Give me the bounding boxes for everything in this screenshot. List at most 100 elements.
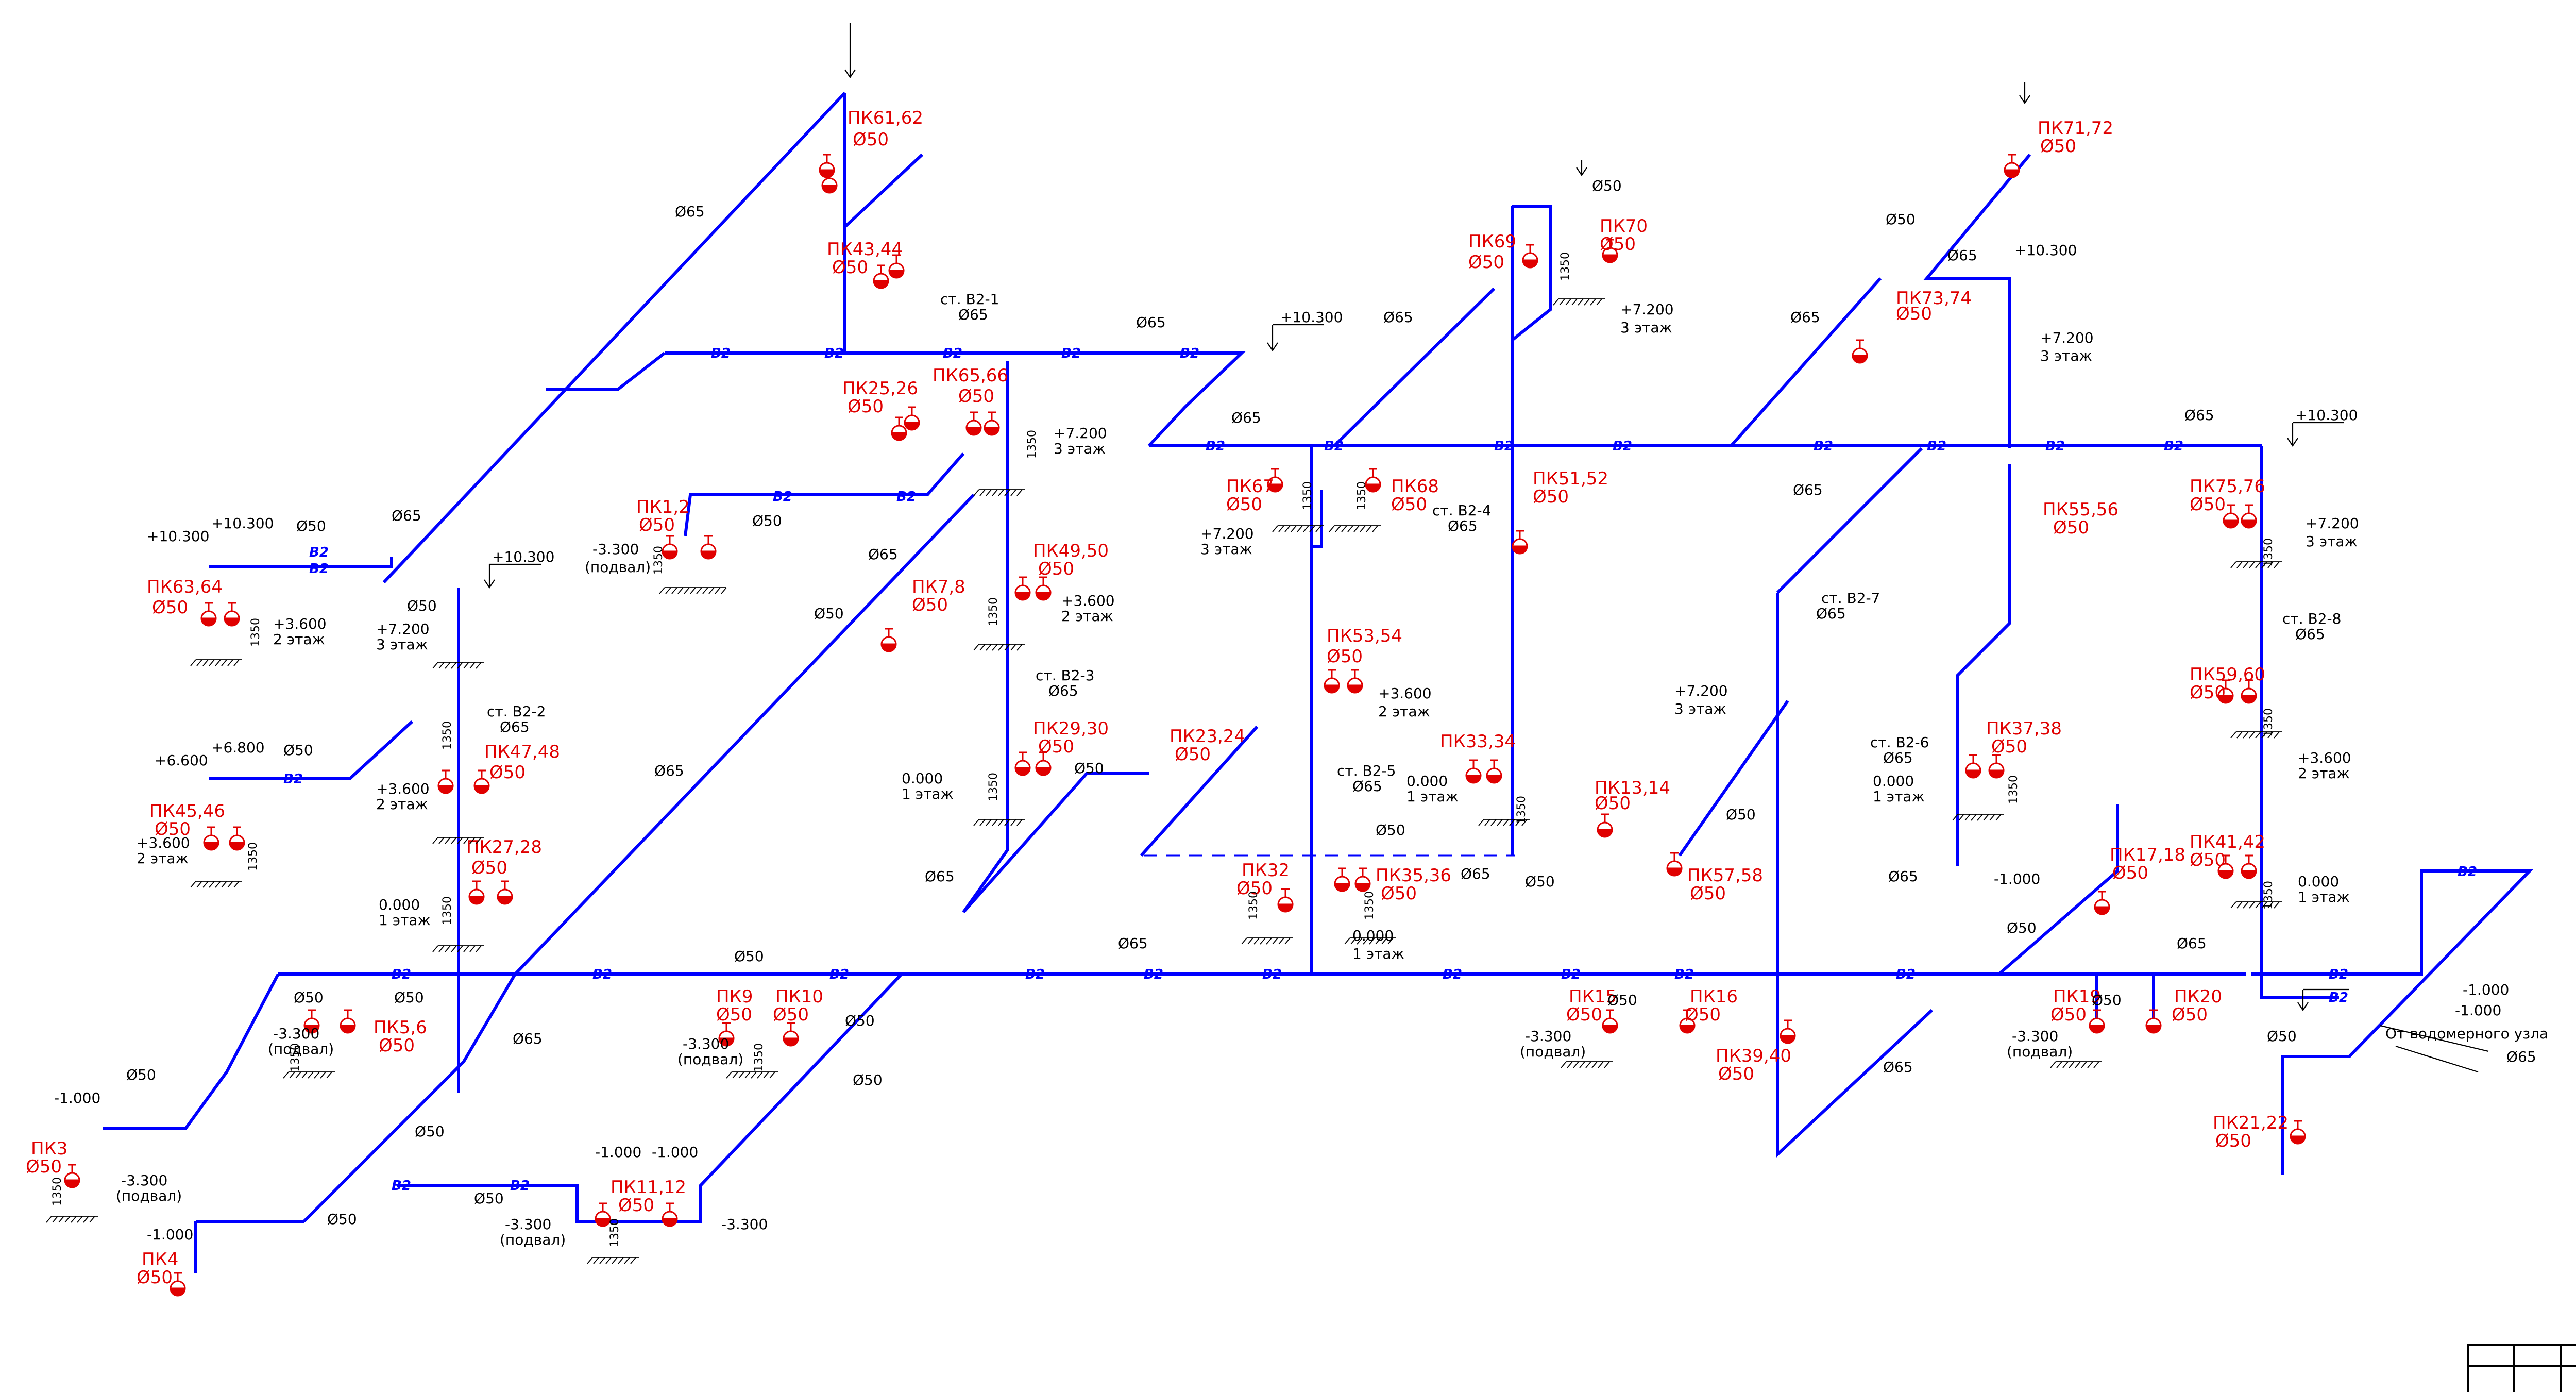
fire-hydrant-icon [224, 602, 240, 627]
fire-hydrant-icon [783, 1022, 799, 1047]
fire-hydrant-icon [229, 826, 245, 851]
b2-mark: В2 [1144, 967, 1163, 982]
b2-mark: В2 [283, 772, 303, 787]
b2-mark: В2 [773, 489, 792, 505]
level-mark: -3.300 [1525, 1028, 1571, 1045]
fire-hydrant-icon [2241, 854, 2257, 879]
dia-label: Ø65 [925, 868, 955, 885]
b2-mark: В2 [309, 561, 329, 577]
dia-label: Ø65 [1048, 682, 1078, 699]
b2-mark: В2 [1613, 439, 1632, 454]
b2-mark: В2 [1896, 967, 1916, 982]
floor-hatch [1241, 937, 1293, 945]
riser-b2-3 [962, 361, 1009, 913]
label-pk21-22: ПК21,22 [2213, 1113, 2289, 1133]
dia-label: Ø65 [1448, 517, 1478, 534]
fire-hydrant-icon [437, 769, 454, 794]
dia-label: Ø50 [773, 1004, 809, 1025]
floor-hatch [726, 1071, 778, 1079]
level-mark: -3.300 [2012, 1028, 2058, 1045]
branch-pk17 [1998, 804, 2119, 976]
fire-hydrant-icon [1014, 751, 1031, 776]
floor-label: (подвал) [1520, 1043, 1586, 1060]
riser-b2-6 [1956, 464, 2011, 866]
dia-label: Ø50 [1718, 1064, 1754, 1084]
floor-hatch [1272, 525, 1324, 532]
label-pk45-46: ПК45,46 [149, 801, 225, 821]
height-mark: 1350 [1301, 481, 1314, 510]
floor-hatch [2230, 731, 2282, 739]
label-pk1-2: ПК1,2 [636, 497, 690, 517]
floor-hatch [973, 489, 1025, 496]
label-pk4: ПК4 [142, 1249, 178, 1270]
fire-hydrant-icon [203, 826, 219, 851]
dia-label: Ø50 [474, 1190, 504, 1207]
dia-label: Ø50 [137, 1267, 173, 1288]
b2-mark: В2 [1927, 439, 1946, 454]
dia-label: Ø65 [1947, 247, 1977, 264]
fire-hydrant-icon [595, 1202, 611, 1227]
dia-label: Ø50 [814, 605, 844, 622]
label-pk25-26: ПК25,26 [842, 378, 918, 399]
level-mark: +6.800 [211, 739, 265, 756]
dia-label: Ø50 [848, 396, 884, 417]
b2-mark: В2 [1025, 967, 1045, 982]
b2-mark: В2 [309, 545, 329, 560]
floor-hatch [1561, 1061, 1613, 1068]
fire-hydrant-icon [1035, 751, 1052, 776]
dia-label: Ø50 [1468, 252, 1504, 273]
label-pk37-38: ПК37,38 [1986, 718, 2062, 739]
fire-hydrant-icon [1512, 530, 1528, 555]
height-mark: 1350 [289, 1043, 302, 1072]
dia-label: Ø65 [1461, 865, 1490, 882]
b2-mark: В2 [1561, 967, 1581, 982]
label-pk73-74: ПК73,74 [1896, 288, 1972, 309]
fire-hydrant-icon [821, 169, 838, 194]
height-mark: 1350 [1247, 891, 1260, 920]
label-pk69: ПК69 [1468, 231, 1516, 252]
level-mark: +3.600 [1378, 685, 1432, 702]
fire-hydrant-icon [1035, 576, 1052, 601]
height-mark: 1350 [608, 1218, 621, 1247]
dia-label: Ø50 [1595, 793, 1631, 814]
level-mark: 0.000 [1406, 773, 1448, 790]
level-mark: -3.300 [721, 1216, 768, 1233]
height-mark: 1350 [249, 618, 262, 647]
fire-hydrant-icon [965, 411, 982, 436]
fire-hydrant-icon [2094, 891, 2110, 915]
dia-label: Ø50 [716, 1004, 752, 1025]
b2-mark: В2 [510, 1178, 530, 1194]
fire-hydrant-icon [904, 406, 920, 431]
b2-mark: В2 [1262, 967, 1282, 982]
level-mark: -3.300 [683, 1035, 729, 1052]
fire-hydrant-icon [819, 154, 835, 178]
level-mark: +7.200 [1620, 301, 1674, 318]
floor-label: (подвал) [677, 1051, 743, 1068]
height-mark: 1350 [652, 546, 665, 575]
b2-mark: В2 [2458, 864, 2477, 880]
fire-hydrant-icon [1522, 244, 1538, 269]
dia-label: Ø50 [1236, 878, 1273, 899]
dia-label: Ø50 [415, 1123, 445, 1140]
branch-6600 [209, 720, 414, 780]
dia-label: Ø50 [126, 1066, 156, 1083]
fire-hydrant-icon [2241, 504, 2257, 529]
floor-hatch [2230, 901, 2282, 909]
diagonal-right [1730, 277, 1882, 447]
fire-hydrant-icon [1852, 339, 1868, 364]
pipe-network [103, 91, 2534, 1273]
level-mark: +7.200 [1054, 425, 1107, 442]
floor-label: 1 этаж [379, 912, 431, 929]
level-mark: -1.000 [1994, 870, 2040, 887]
level-mark: +10.300 [2014, 242, 2077, 259]
fire-hydrant-icon [1679, 1009, 1696, 1034]
label-pk19: ПК19 [2053, 986, 2101, 1007]
fire-hydrant-icon [1347, 669, 1363, 694]
level-mark: +10.300 [147, 528, 209, 545]
dia-label: Ø65 [1790, 309, 1820, 326]
dia-label: Ø50 [26, 1156, 62, 1177]
b2-mark: В2 [1814, 439, 1833, 454]
dia-label: Ø50 [1038, 736, 1074, 757]
label-pk71-72: ПК71,72 [2038, 118, 2113, 139]
b2-mark: В2 [1324, 439, 1344, 454]
